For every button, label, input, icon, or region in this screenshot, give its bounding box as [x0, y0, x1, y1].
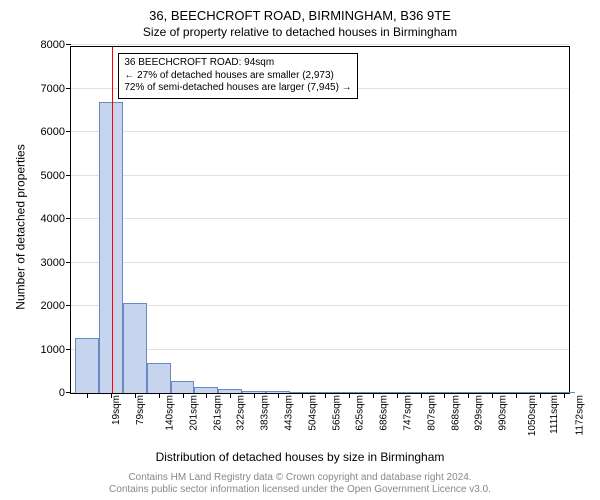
x-tick-label: 747sqm: [403, 395, 414, 431]
footer-line-2: Contains public sector information licen…: [0, 484, 600, 495]
x-tick-mark: [254, 393, 255, 398]
x-tick-mark: [564, 393, 565, 398]
x-tick-label: 1172sqm: [574, 395, 585, 435]
x-tick-label: 383sqm: [260, 395, 271, 431]
x-tick-label: 625sqm: [355, 395, 366, 431]
y-tick-label: 0: [59, 387, 71, 399]
y-tick-label: 2000: [41, 300, 71, 312]
y-tick-label: 8000: [41, 39, 71, 51]
x-tick-mark: [492, 393, 493, 398]
x-tick-mark: [230, 393, 231, 398]
x-tick-mark: [397, 393, 398, 398]
chart-subtitle: Size of property relative to detached ho…: [0, 23, 600, 39]
gridline: [71, 175, 569, 176]
x-axis-label: Distribution of detached houses by size …: [0, 450, 600, 464]
x-tick-mark: [111, 393, 112, 398]
annotation-line-2: ← 27% of detached houses are smaller (2,…: [124, 70, 351, 83]
footer-line-1: Contains HM Land Registry data © Crown c…: [0, 472, 600, 483]
annotation-line-3: 72% of semi-detached houses are larger (…: [124, 82, 351, 95]
x-tick-mark: [159, 393, 160, 398]
y-axis-label: Number of detached properties: [14, 144, 28, 309]
x-tick-label: 261sqm: [212, 395, 223, 431]
plot-area: 01000200030004000500060007000800019sqm79…: [70, 46, 570, 394]
y-tick-label: 4000: [41, 213, 71, 225]
y-tick-label: 7000: [41, 83, 71, 95]
x-tick-mark: [349, 393, 350, 398]
gridline: [71, 44, 569, 45]
x-tick-mark: [206, 393, 207, 398]
y-tick-label: 5000: [41, 170, 71, 182]
x-tick-label: 443sqm: [284, 395, 295, 431]
y-tick-label: 6000: [41, 126, 71, 138]
x-tick-mark: [87, 393, 88, 398]
x-tick-mark: [135, 393, 136, 398]
x-tick-mark: [444, 393, 445, 398]
histogram-bar: [75, 338, 99, 393]
annotation-box: 36 BEECHCROFT ROAD: 94sqm ← 27% of detac…: [118, 53, 357, 99]
x-tick-label: 565sqm: [331, 395, 342, 431]
marker-line: [112, 47, 113, 393]
x-tick-label: 929sqm: [474, 395, 485, 431]
x-tick-mark: [183, 393, 184, 398]
x-tick-label: 322sqm: [236, 395, 247, 431]
x-tick-label: 504sqm: [307, 395, 318, 431]
gridline: [71, 218, 569, 219]
x-tick-label: 686sqm: [379, 395, 390, 431]
chart-container: { "title": "36, BEECHCROFT ROAD, BIRMING…: [0, 0, 600, 500]
histogram-bar: [147, 363, 171, 393]
x-tick-label: 1111sqm: [549, 395, 560, 434]
x-tick-label: 868sqm: [450, 395, 461, 431]
histogram-bar: [99, 102, 123, 393]
x-tick-mark: [278, 393, 279, 398]
gridline: [71, 131, 569, 132]
y-tick-label: 3000: [41, 257, 71, 269]
histogram-bar: [171, 381, 195, 393]
x-tick-mark: [302, 393, 303, 398]
chart-title: 36, BEECHCROFT ROAD, BIRMINGHAM, B36 9TE: [0, 0, 600, 23]
x-tick-label: 990sqm: [498, 395, 509, 431]
x-tick-mark: [421, 393, 422, 398]
annotation-line-1: 36 BEECHCROFT ROAD: 94sqm: [124, 57, 351, 70]
gridline: [71, 262, 569, 263]
histogram-bar: [123, 303, 147, 393]
x-tick-label: 19sqm: [111, 395, 122, 425]
x-tick-label: 201sqm: [188, 395, 199, 431]
x-tick-label: 140sqm: [165, 395, 176, 431]
x-tick-mark: [540, 393, 541, 398]
x-tick-label: 79sqm: [135, 395, 146, 425]
x-tick-mark: [516, 393, 517, 398]
x-tick-mark: [468, 393, 469, 398]
x-tick-label: 1050sqm: [527, 395, 538, 436]
x-tick-label: 807sqm: [426, 395, 437, 431]
x-tick-mark: [373, 393, 374, 398]
y-tick-label: 1000: [41, 344, 71, 356]
x-tick-mark: [325, 393, 326, 398]
